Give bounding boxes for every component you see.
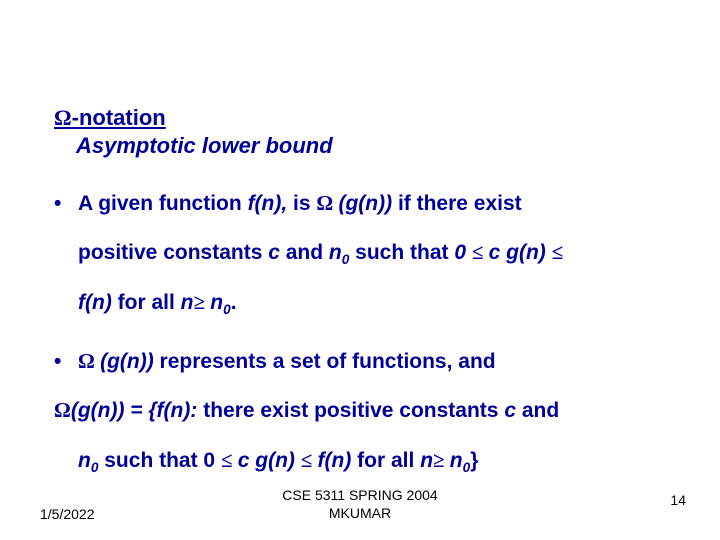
b1-l3a: f(n)	[78, 291, 118, 314]
b1-n2: n	[210, 291, 223, 314]
b2-le1: ≤	[221, 448, 238, 472]
b2-forall: for all	[357, 449, 420, 472]
b1-c: c	[268, 241, 286, 264]
title-line-2: Asymptotic lower bound	[76, 132, 684, 160]
b2-omega: Ω	[78, 349, 100, 373]
b1-is: is	[293, 192, 316, 215]
b2-omega2: Ω	[54, 398, 71, 422]
b1-l2a: positive constants	[78, 241, 268, 264]
b2-line3: n0 such that 0 ≤ c g(n) ≤ f(n) for all n…	[78, 436, 684, 485]
b1-cgn: c g(n)	[489, 241, 552, 264]
b1-a: A given function	[78, 192, 248, 215]
b2-n2: n	[450, 449, 463, 472]
title-line-1: Ω-notation	[54, 104, 684, 132]
b2-c: c	[504, 399, 522, 422]
b1-n: n	[329, 241, 342, 264]
b2-gn: (g(n))	[100, 350, 159, 373]
b2-and2: and	[522, 399, 559, 422]
b2-line2: Ω(g(n)) = {f(n): there exist positive co…	[54, 386, 684, 435]
b1-and: and	[286, 241, 329, 264]
b2-l2a: (g(n)) = {f(n):	[71, 399, 203, 422]
b1-nge: n	[181, 291, 194, 314]
b1-line2: positive constants c and n0 such that 0 …	[78, 228, 684, 277]
b1-le2: ≤	[552, 240, 564, 264]
footer-center: CSE 5311 SPRING 2004 MKUMAR	[0, 486, 720, 522]
b2-suchthat: such that 0	[98, 449, 221, 472]
bullet-2: Ω (g(n)) represents a set of functions, …	[78, 337, 684, 485]
footer-center-1: CSE 5311 SPRING 2004	[282, 487, 437, 503]
footer-page: 14	[670, 492, 686, 508]
b2-le2: ≤	[301, 448, 318, 472]
slide-content: Ω-notation Asymptotic lower bound A give…	[54, 104, 684, 485]
b2-rep: represents a set of functions, and	[160, 350, 496, 373]
b1-rest1: if there exist	[398, 192, 522, 215]
bullet-1: A given function f(n), is Ω (g(n)) if th…	[78, 179, 684, 327]
b2-close: }	[470, 449, 478, 472]
b1-suchthat: such that	[349, 241, 454, 264]
b2-ge: ≥	[433, 448, 450, 472]
b1-line3: f(n) for all n≥ n0.	[78, 278, 684, 327]
b1-omega: Ω	[316, 191, 338, 215]
b2-l2b: there exist positive constants	[203, 399, 504, 422]
b1-forall: for all	[118, 291, 181, 314]
slide: Ω-notation Asymptotic lower bound A give…	[0, 0, 720, 540]
footer-center-2: MKUMAR	[329, 505, 391, 521]
b1-sub0b: 0	[223, 302, 231, 317]
b1-le1: ≤	[472, 240, 489, 264]
b2-cgn: c g(n)	[238, 449, 301, 472]
b2-n: n	[78, 449, 91, 472]
b1-dot: .	[231, 291, 237, 314]
title-rest: -notation	[72, 105, 166, 130]
b2-fn: f(n)	[318, 449, 358, 472]
b2-nge: n	[420, 449, 433, 472]
b1-ge: ≥	[194, 290, 211, 314]
b1-fn: f(n),	[248, 192, 293, 215]
b1-gn: (g(n))	[338, 192, 397, 215]
omega-symbol: Ω	[54, 105, 72, 130]
bullet-list: A given function f(n), is Ω (g(n)) if th…	[78, 179, 684, 485]
b1-ineq1a: 0	[454, 241, 472, 264]
